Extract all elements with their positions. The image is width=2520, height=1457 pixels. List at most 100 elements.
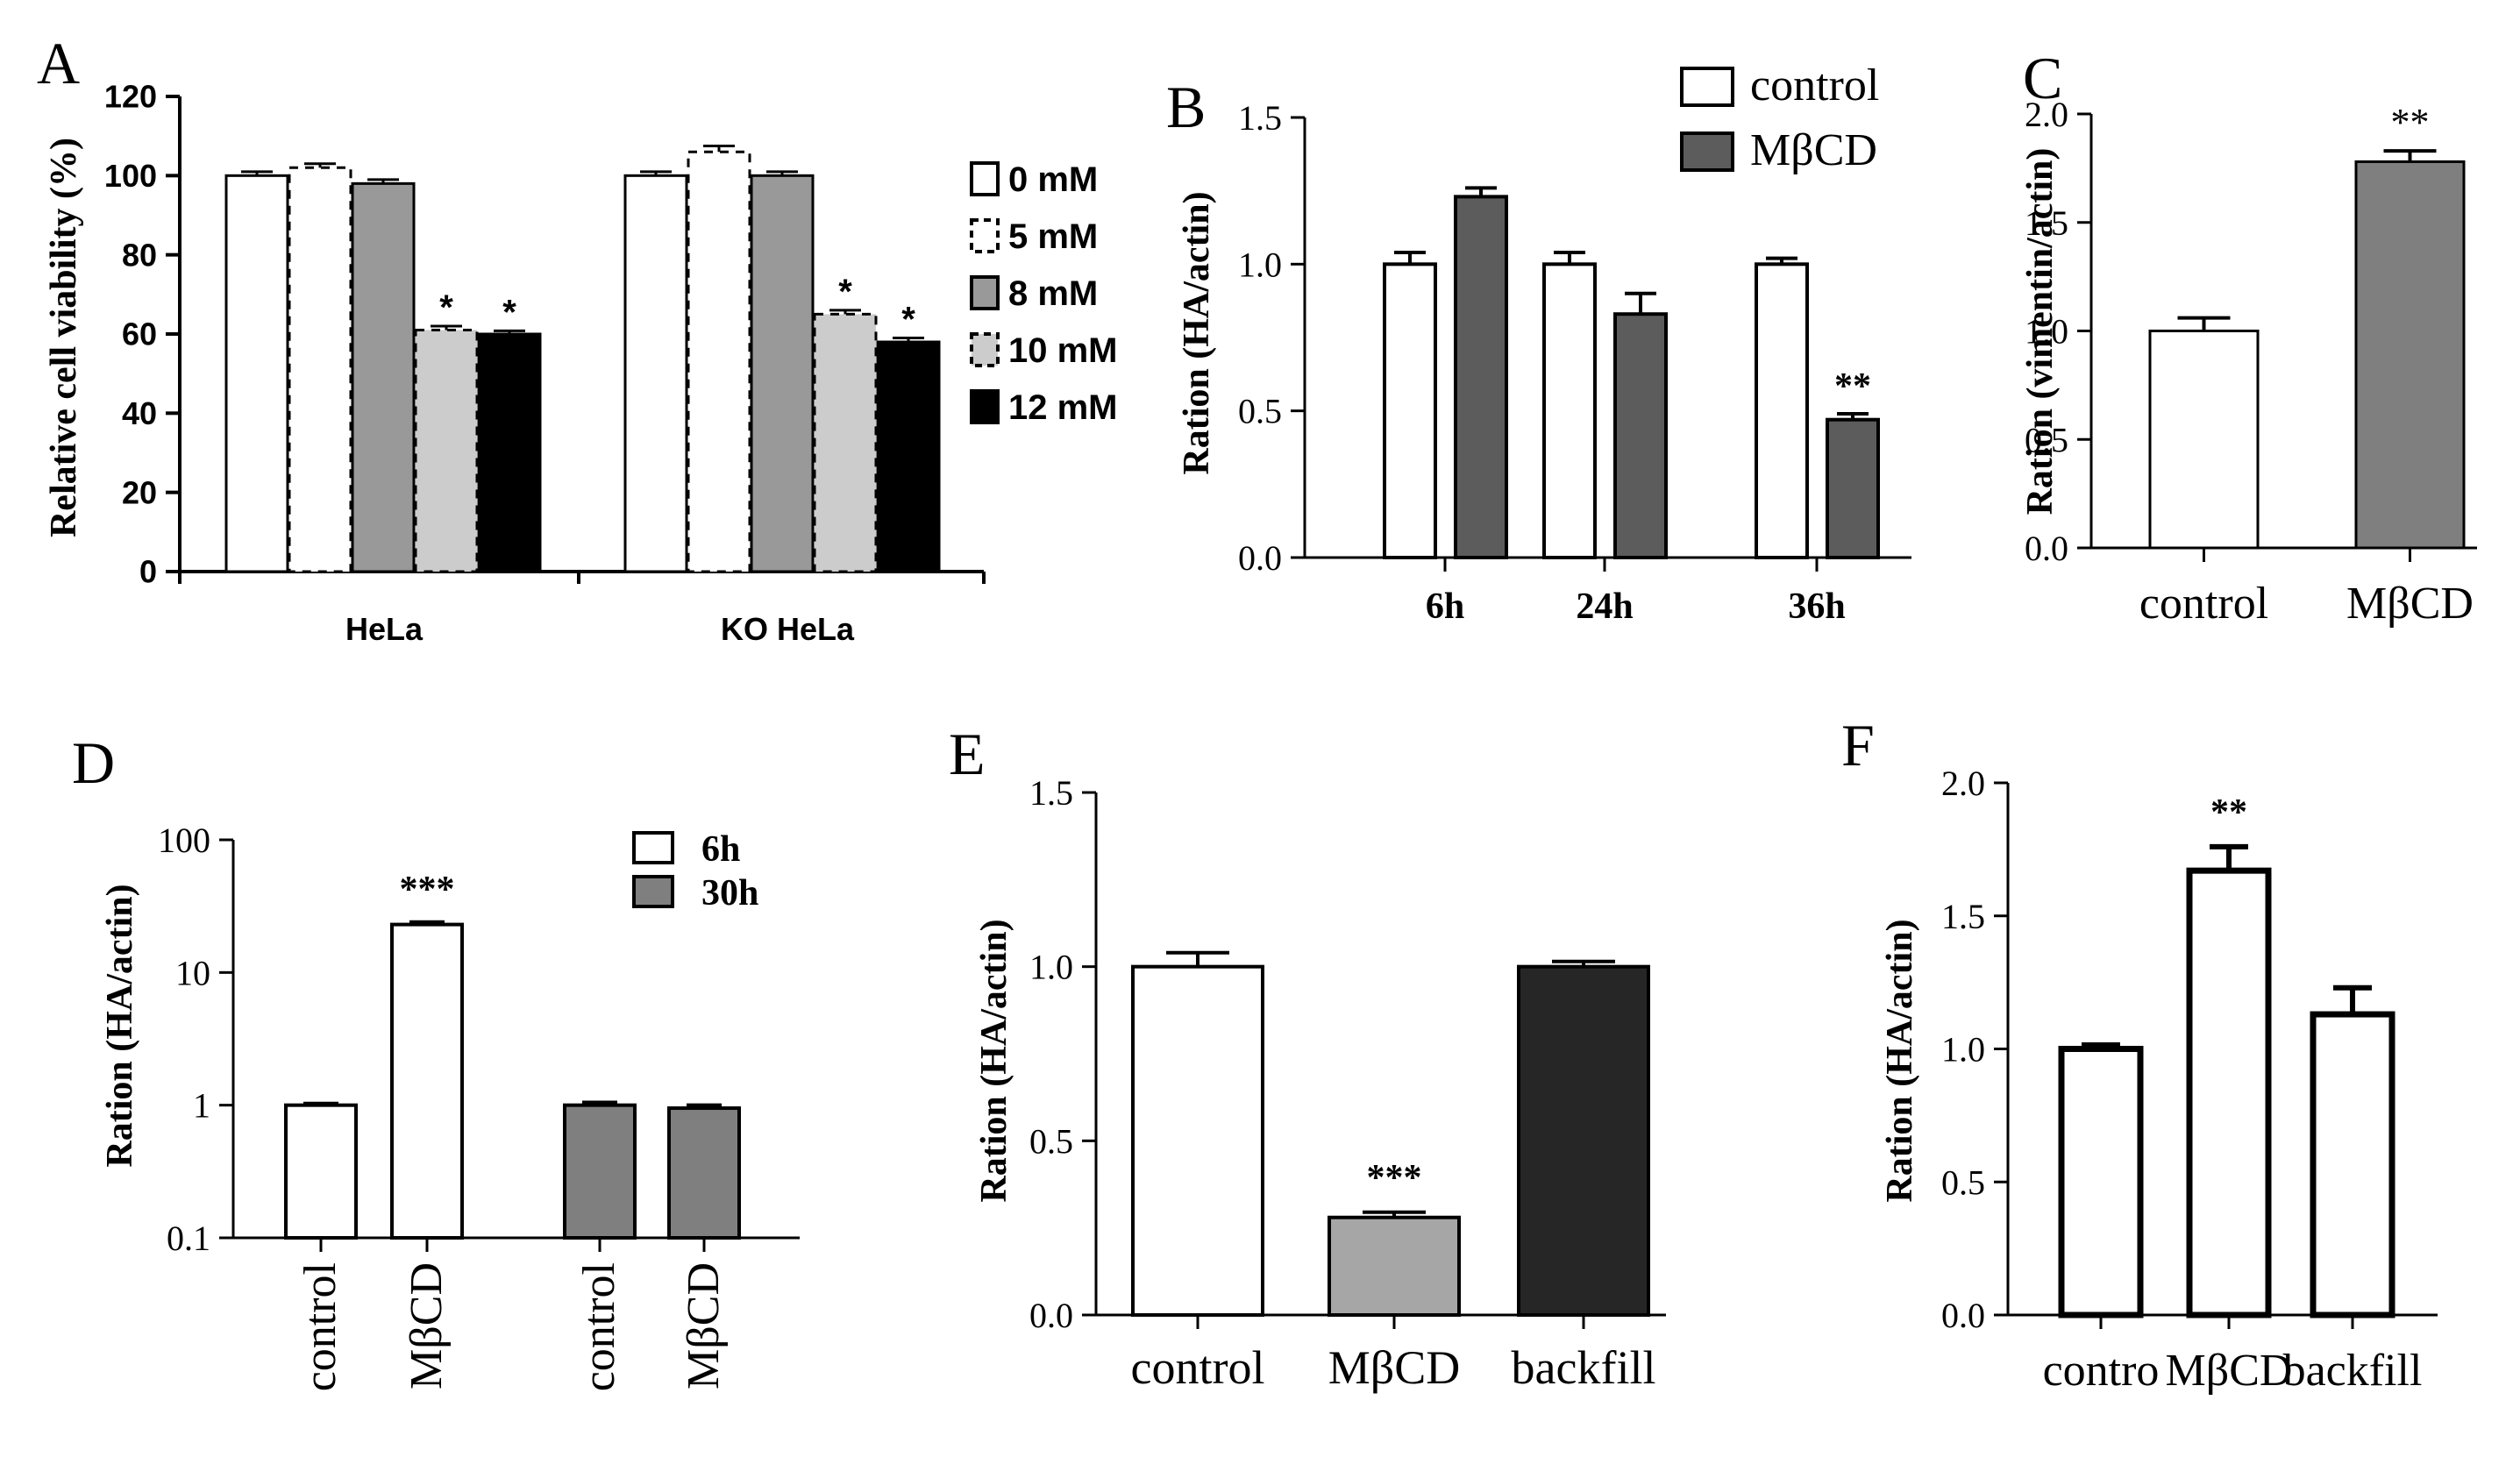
bar	[876, 340, 941, 573]
bar	[414, 328, 479, 573]
legend-label: 5 mM	[1008, 217, 1098, 256]
y-axis-label: Ration (HA/actin)	[100, 884, 140, 1167]
y-tick-label: 1.0	[1238, 245, 1282, 284]
x-category-label: MβCD	[1328, 1341, 1461, 1394]
legend-label: 0 mM	[1008, 160, 1098, 199]
panel-d: D 0.1 1 10 100 control MβCD control MβCD *** Ratio…	[72, 729, 800, 1391]
y-tick-label: 0.0	[1941, 1296, 1985, 1335]
x-category-label: 6h	[1426, 586, 1464, 627]
bar	[2310, 1011, 2395, 1318]
y-tick-label: 0.1	[167, 1219, 210, 1258]
bar	[750, 174, 815, 573]
bar	[1517, 964, 1650, 1317]
legend-label: 6h	[701, 829, 740, 870]
y-tick-label: 10	[175, 953, 210, 992]
bar	[1454, 195, 1508, 560]
y-tick-label: 80	[122, 237, 157, 273]
y-tick-label: 120	[104, 79, 157, 115]
x-category-label: contro	[2043, 1346, 2160, 1396]
bar	[1328, 1215, 1461, 1318]
bar	[1383, 262, 1437, 559]
y-axis-label: Ration (HA/actin)	[974, 919, 1014, 1202]
y-tick-label: 1.5	[2025, 203, 2068, 243]
legend-label: 12 mM	[1008, 388, 1118, 427]
legend-label: MβCD	[1750, 125, 1877, 175]
bar	[284, 1103, 358, 1240]
bar	[687, 150, 751, 573]
y-tick-label: 2.0	[2025, 95, 2068, 134]
panel-letter: C	[2023, 45, 2062, 111]
legend-swatch	[632, 831, 674, 864]
bar	[224, 174, 289, 573]
significance-star: ***	[1367, 1158, 1422, 1198]
legend-swatch	[970, 332, 1000, 367]
x-category-label: backfill	[1512, 1341, 1656, 1394]
y-tick-label: 0.5	[2025, 420, 2068, 459]
legend-swatch	[970, 389, 1000, 424]
legend-label: 10 mM	[1008, 331, 1118, 370]
panel-letter: D	[72, 729, 115, 796]
bar	[390, 922, 464, 1240]
panel-letter: F	[1841, 712, 1875, 778]
bar	[2186, 867, 2272, 1318]
y-tick-label: 40	[122, 395, 157, 431]
bar	[813, 312, 878, 573]
bar	[1826, 417, 1880, 559]
x-category-label: MβCD	[2166, 1346, 2293, 1396]
x-category-label: HeLa	[345, 611, 424, 647]
significance-star: *	[502, 293, 516, 331]
y-tick-label: 0	[139, 554, 157, 590]
legend-swatch	[1680, 131, 1734, 172]
y-tick-label: 2.0	[1941, 764, 1985, 803]
bar	[2058, 1046, 2144, 1318]
bar	[2354, 160, 2466, 550]
y-tick-label: 1.5	[1941, 897, 1985, 936]
x-category-label: 24h	[1576, 586, 1633, 627]
panel-a: A 0 20 40 60 80 100 120 * * * * HeLa KO HeLa Relative …	[37, 30, 1118, 647]
x-category-label: KO HeLa	[721, 611, 855, 647]
legend-swatch	[970, 161, 1000, 196]
y-axis-label: Ration (HA/actin)	[1880, 919, 1920, 1202]
significance-star: *	[838, 273, 852, 311]
significance-star: *	[439, 288, 453, 327]
x-category-label: control	[1131, 1341, 1265, 1394]
y-tick-label: 60	[122, 316, 157, 352]
x-category-label: control	[2139, 579, 2268, 629]
y-tick-label: 0.0	[1238, 538, 1282, 578]
significance-star: **	[1834, 366, 1871, 407]
y-axis-label: Relative cell viability (%)	[44, 138, 84, 537]
bar	[351, 181, 416, 573]
panel-b: B 0.0 0.5 1.0 1.5 6h 24h 36h ** Ration (HA/actin)…	[1166, 60, 1911, 627]
bar	[288, 166, 352, 573]
panel-c: C 0.0 0.5 1.0 1.5 2.0 control MβCD ** Ration (vim…	[2020, 45, 2477, 629]
y-tick-label: 0.0	[1029, 1296, 1073, 1335]
legend-swatch	[632, 875, 674, 908]
bar	[2148, 330, 2260, 550]
bar	[563, 1103, 637, 1240]
significance-star: **	[2210, 792, 2247, 833]
legend-swatch	[970, 275, 1000, 310]
x-category-label: MβCD	[402, 1262, 452, 1389]
y-tick-label: 100	[158, 821, 210, 860]
y-tick-label: 1.0	[1941, 1030, 1985, 1070]
panel-letter: B	[1166, 74, 1206, 140]
panel-letter: A	[37, 30, 80, 96]
x-category-label: MβCD	[679, 1262, 729, 1389]
bar	[477, 332, 542, 573]
significance-star: ***	[400, 870, 455, 910]
y-tick-label: 1.0	[1029, 948, 1073, 987]
y-tick-label: 0.5	[1941, 1162, 1985, 1202]
y-axis-label: Ration (HA/actin)	[1177, 191, 1217, 474]
y-tick-label: 1.5	[1238, 98, 1282, 138]
y-tick-label: 0.0	[2025, 529, 2068, 568]
y-tick-label: 1.0	[2025, 312, 2068, 352]
x-category-label: control	[574, 1262, 624, 1391]
y-tick-label: 1	[193, 1086, 210, 1126]
significance-star: *	[901, 301, 915, 339]
x-category-label: MβCD	[2346, 579, 2474, 629]
legend-label: control	[1750, 60, 1879, 110]
y-tick-label: 0.5	[1238, 392, 1282, 431]
y-tick-label: 0.5	[1029, 1121, 1073, 1161]
